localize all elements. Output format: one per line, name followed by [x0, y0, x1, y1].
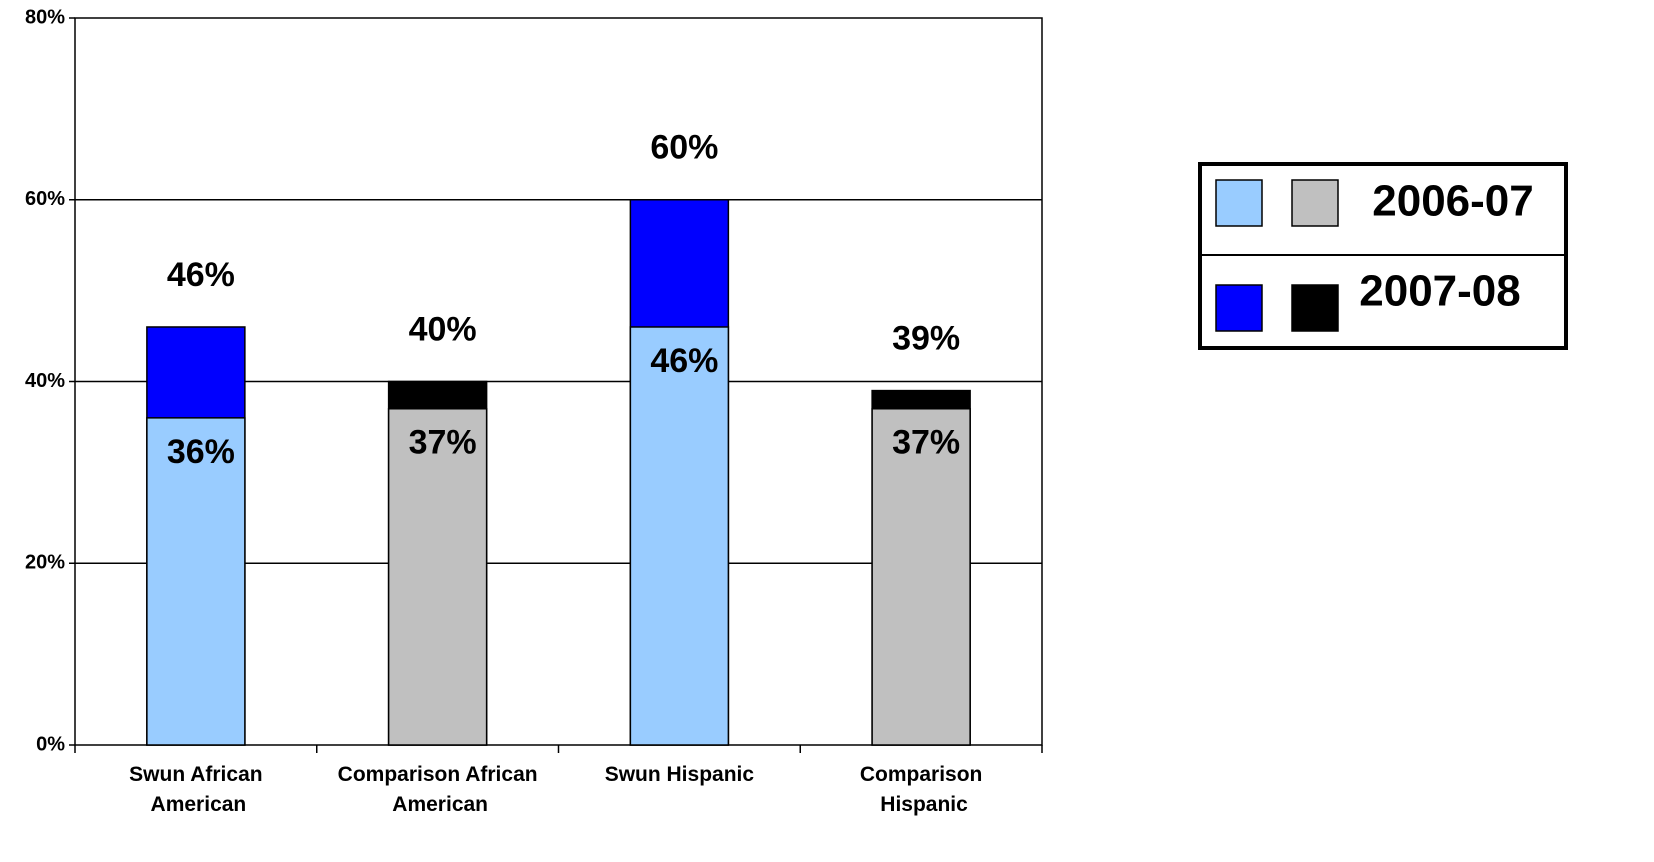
x-tick-label: Comparison Hispanic	[860, 763, 983, 816]
legend-label: 2006-07	[1372, 177, 1533, 226]
legend-swatch	[1215, 284, 1263, 332]
x-tick-label: Swun African American	[129, 763, 262, 816]
data-label: 46%	[167, 256, 235, 294]
y-tick-label: 80%	[25, 6, 65, 28]
bar	[146, 417, 246, 746]
data-label: 37%	[409, 424, 477, 462]
legend-swatch	[1291, 179, 1339, 227]
data-label: 60%	[650, 129, 718, 167]
bar	[629, 326, 730, 746]
y-tick-label: 60%	[25, 188, 65, 210]
bar	[387, 408, 488, 746]
y-tick-label: 20%	[25, 552, 65, 574]
y-tick-label: 0%	[36, 733, 65, 755]
x-tick-label: Swun Hispanic	[605, 763, 755, 786]
data-label: 36%	[167, 433, 235, 471]
bar	[871, 408, 971, 746]
y-tick-label: 40%	[25, 370, 65, 392]
data-label: 37%	[892, 424, 960, 462]
data-label: 40%	[409, 310, 477, 348]
x-tick-label: Comparison African American	[338, 763, 538, 816]
legend-swatch	[1291, 284, 1339, 332]
legend-swatch	[1215, 179, 1263, 227]
data-label: 46%	[650, 342, 718, 380]
legend-label: 2007-08	[1359, 267, 1520, 316]
data-label: 39%	[892, 320, 960, 358]
